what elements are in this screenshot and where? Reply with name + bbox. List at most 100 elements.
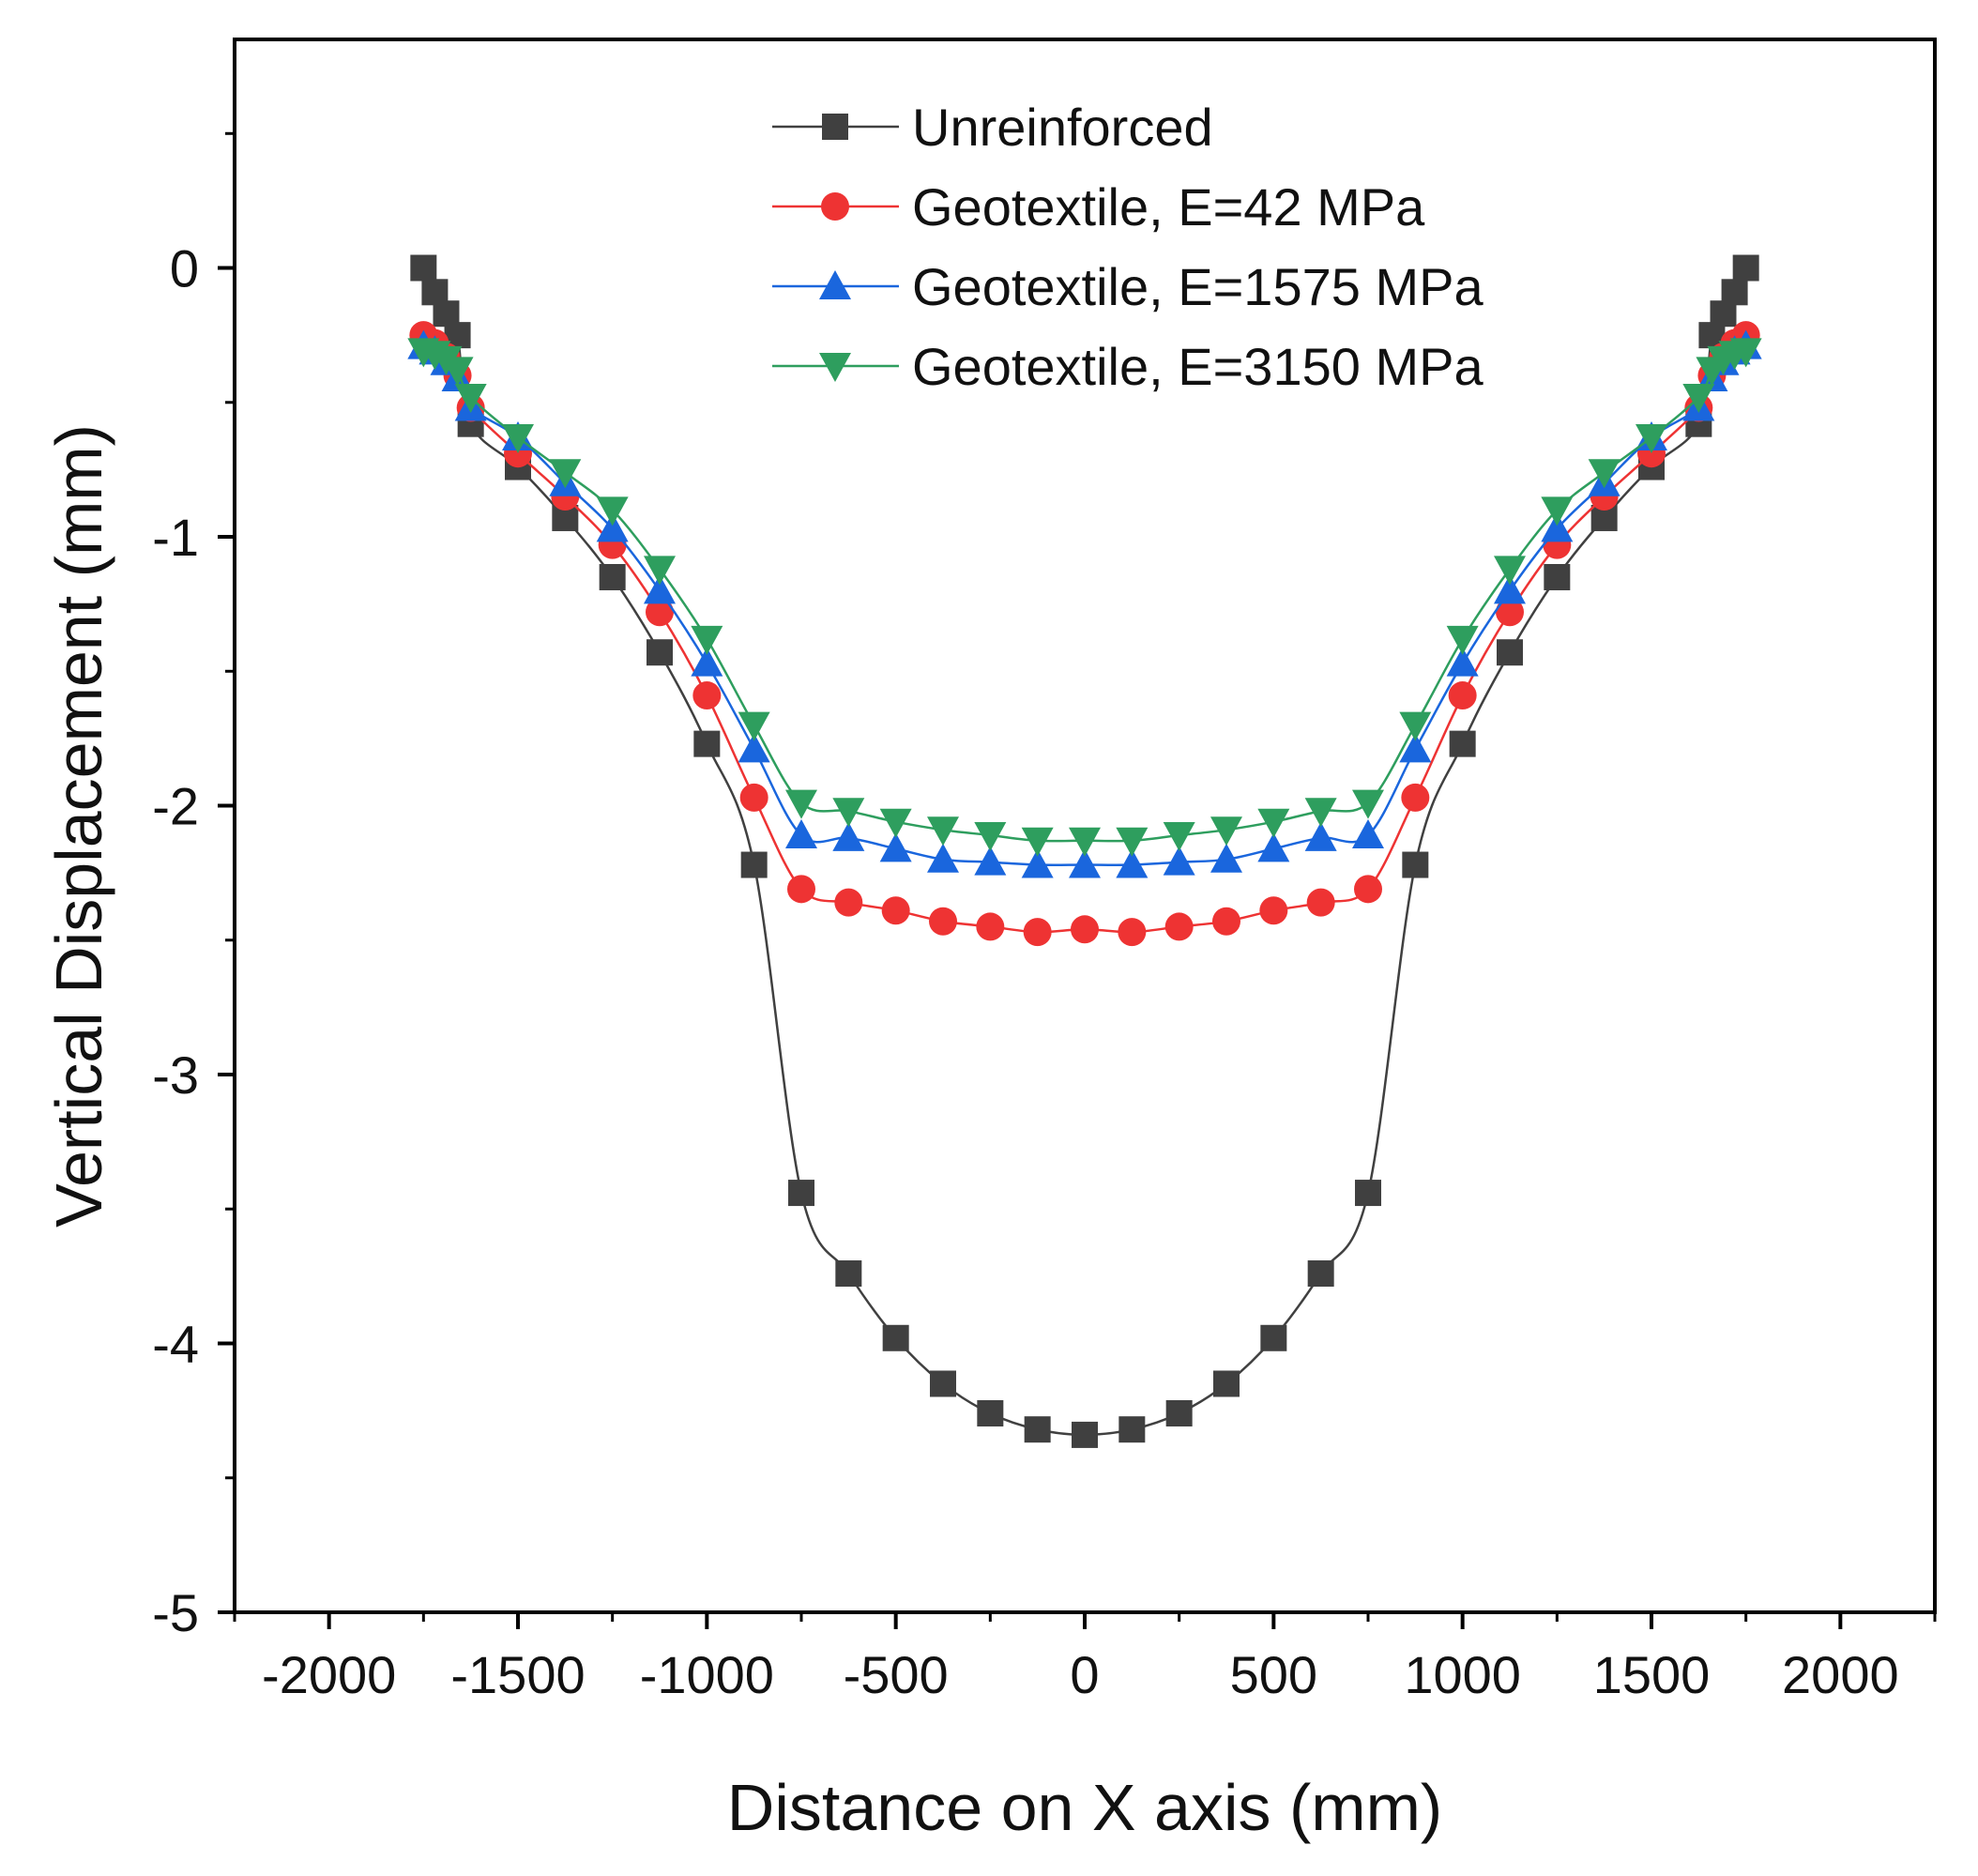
data-point [1304, 798, 1337, 828]
data-point [832, 821, 865, 851]
legend-item: Geotextile, E=42 MPa [772, 177, 1425, 236]
data-point [974, 822, 1007, 852]
data-point [1116, 848, 1149, 878]
data-point [1118, 1416, 1146, 1443]
data-point [738, 733, 770, 763]
legend-marker [819, 353, 851, 382]
y-tick-label: -5 [152, 1583, 199, 1642]
x-tick-label: -500 [844, 1645, 949, 1704]
data-point [976, 912, 1005, 941]
data-point [1164, 912, 1194, 941]
data-point [1071, 915, 1099, 944]
data-point [1721, 279, 1748, 306]
data-point [1210, 843, 1242, 873]
data-point [1588, 459, 1620, 489]
data-point [1306, 888, 1335, 917]
data-point [832, 798, 865, 828]
data-point [1496, 598, 1524, 627]
data-point [977, 1399, 1004, 1426]
x-axis-title: Distance on X axis (mm) [727, 1771, 1442, 1844]
data-point [454, 384, 487, 414]
legend-marker [821, 192, 849, 221]
data-point [1116, 827, 1149, 857]
data-point [1307, 1260, 1334, 1288]
data-point [1021, 827, 1054, 857]
data-point [1118, 918, 1147, 947]
data-point [835, 1260, 862, 1288]
data-point [785, 819, 817, 849]
data-point [1021, 848, 1054, 878]
data-point [599, 563, 626, 590]
data-point [644, 574, 676, 604]
data-point [1399, 711, 1432, 741]
legend-marker [822, 114, 848, 140]
data-point [1165, 1399, 1193, 1426]
data-point [787, 875, 815, 904]
data-point [692, 681, 722, 710]
data-point [1260, 1324, 1287, 1351]
x-tick-label: -2000 [262, 1645, 396, 1704]
legend: Unreinforced Geotextile, E=42 MPa Geotexti… [772, 98, 1484, 396]
data-point [1352, 789, 1384, 819]
legend-label: Geotextile, E=1575 MPa [912, 257, 1484, 316]
x-tick-label: -1000 [640, 1645, 774, 1704]
y-axis-title: Vertical Displacement (mm) [42, 424, 115, 1228]
data-point [1163, 822, 1195, 852]
data-point [1163, 846, 1195, 876]
data-point [834, 888, 863, 917]
data-point [1259, 896, 1288, 925]
data-point [1213, 1370, 1240, 1397]
data-point [927, 843, 959, 873]
data-point [502, 424, 534, 454]
data-point [691, 625, 723, 655]
data-point [739, 783, 768, 812]
data-point [647, 639, 673, 666]
data-point [930, 1370, 956, 1397]
x-tick-label: 1500 [1593, 1645, 1711, 1704]
data-point [738, 711, 770, 741]
data-point [1682, 384, 1715, 414]
data-point [785, 789, 817, 819]
data-point [1210, 816, 1242, 846]
legend-item: Geotextile, E=1575 MPa [772, 257, 1484, 316]
data-point [927, 816, 959, 846]
data-point [410, 254, 437, 282]
data-point [1729, 338, 1762, 368]
data-point [879, 832, 912, 862]
data-point [1401, 783, 1430, 812]
data-point [1636, 424, 1667, 454]
data-point [1355, 1180, 1381, 1207]
series-1 [410, 254, 1759, 1448]
data-point [1352, 819, 1384, 849]
data-point [596, 512, 629, 542]
data-point [1494, 556, 1526, 586]
legend-marker [819, 270, 851, 299]
data-point [441, 357, 474, 387]
data-point [881, 896, 910, 925]
data-point [1399, 733, 1432, 763]
data-point [1212, 907, 1240, 936]
y-tick-label: -2 [152, 777, 199, 836]
legend-label: Unreinforced [912, 98, 1213, 157]
data-point [929, 907, 957, 936]
legend-label: Geotextile, E=3150 MPa [912, 337, 1484, 396]
legend-item: Geotextile, E=3150 MPa [772, 337, 1484, 396]
data-point [1304, 821, 1337, 851]
data-point [1494, 574, 1526, 604]
data-point [1541, 512, 1574, 542]
x-tick-label: -1500 [450, 1645, 585, 1704]
data-point [1257, 808, 1290, 838]
y-tick-label: -4 [152, 1315, 199, 1374]
data-point [1449, 730, 1476, 757]
legend-item: Unreinforced [772, 98, 1213, 157]
data-point [646, 598, 674, 627]
legend-label: Geotextile, E=42 MPa [912, 177, 1425, 236]
data-point [1024, 1416, 1051, 1443]
data-point [788, 1180, 814, 1207]
data-point [549, 459, 582, 489]
data-point [740, 851, 768, 878]
tick-layer: -2000 -1500 -1000 -500 0 500 1000 1500 2000 0 -1 -2… [152, 131, 1937, 1704]
data-point [1541, 496, 1574, 526]
series-layer [407, 254, 1762, 1448]
